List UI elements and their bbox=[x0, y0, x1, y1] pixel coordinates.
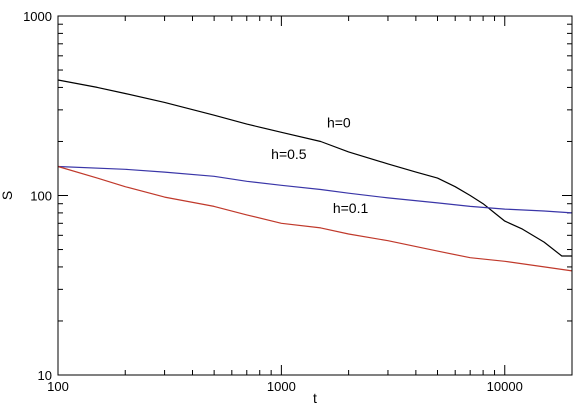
series-lines bbox=[57, 79, 573, 272]
series-line-h-0-5 bbox=[57, 165, 573, 214]
annotations: h=0 h=0.5 h=0.1 bbox=[271, 114, 368, 216]
series-line-h-0-1 bbox=[57, 165, 573, 272]
plot-frame bbox=[57, 15, 573, 376]
y-tick-label: 10 bbox=[38, 368, 52, 383]
annotation-h-0: h=0 bbox=[327, 114, 351, 130]
x-tick-label: 100 bbox=[47, 379, 69, 394]
x-tick-label: 1000 bbox=[267, 379, 296, 394]
y-tick-label: 100 bbox=[30, 189, 52, 204]
y-axis-label: S bbox=[0, 191, 15, 200]
y-tick-label: 1000 bbox=[23, 9, 52, 24]
annotation-h-0-5: h=0.5 bbox=[271, 146, 307, 162]
x-axis-label: t bbox=[313, 390, 317, 406]
annotation-h-0-1: h=0.1 bbox=[333, 200, 369, 216]
major-ticks bbox=[57, 15, 572, 376]
x-tick-label: 10000 bbox=[487, 379, 523, 394]
series-line-h-0 bbox=[57, 79, 572, 257]
minor-ticks bbox=[58, 16, 573, 375]
